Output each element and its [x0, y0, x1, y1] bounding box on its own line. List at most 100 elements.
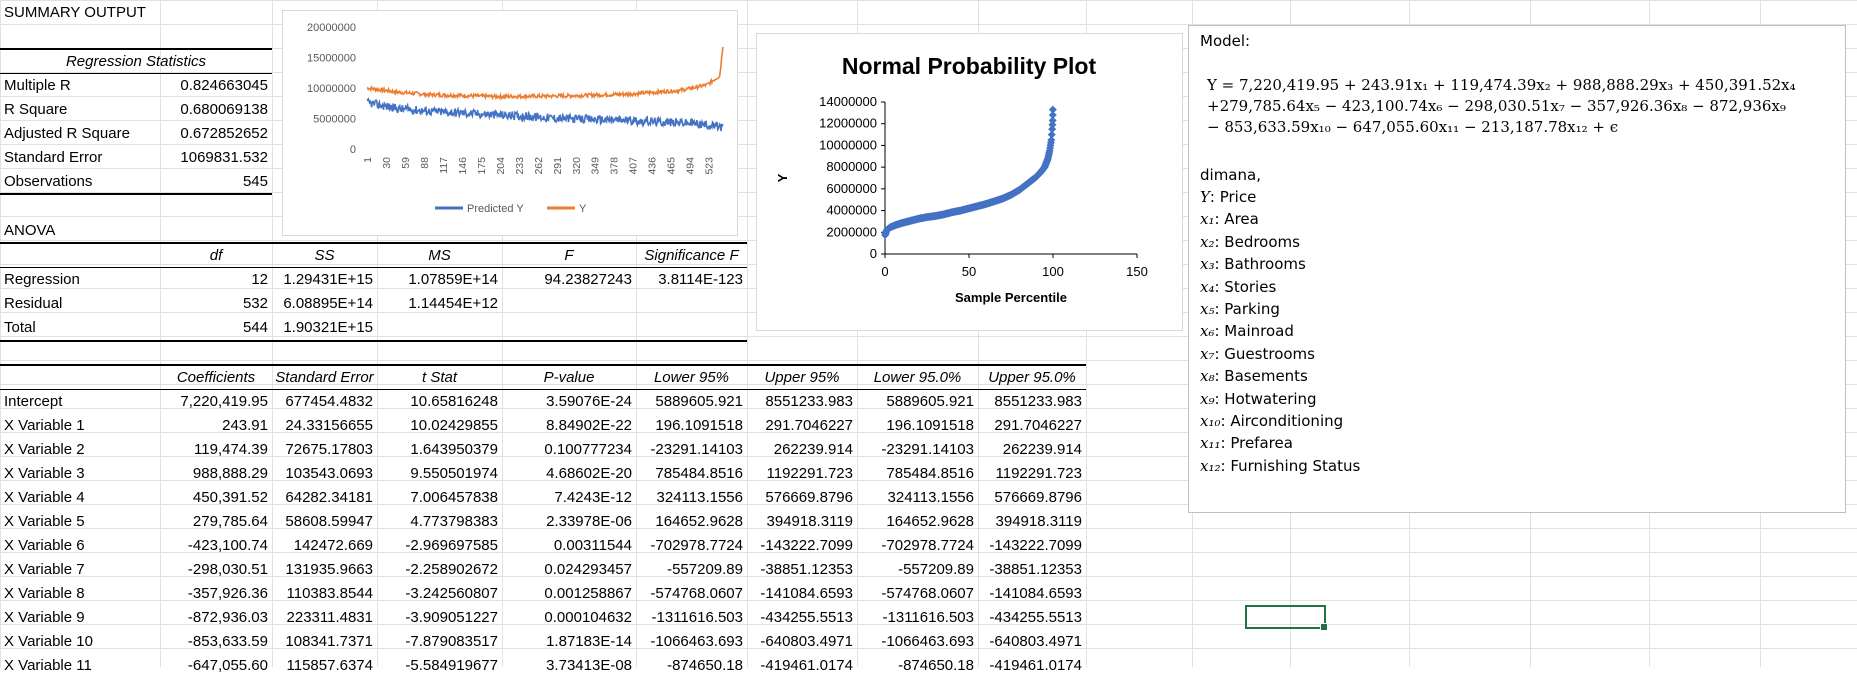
variable-definition: x₈: Basements: [1200, 367, 1308, 385]
coef-row-label: X Variable 10: [4, 633, 93, 650]
npp-y-tick-label: 14000000: [819, 94, 877, 109]
npp-data-point: [1048, 120, 1057, 129]
line-chart-x-tick-label: 407: [628, 157, 640, 175]
where-label: dimana,: [1200, 166, 1261, 184]
anova-cell: [502, 292, 632, 316]
variable-symbol: x₇: [1200, 344, 1215, 363]
coef-header-rule: [0, 389, 1086, 390]
selected-cell[interactable]: [1245, 605, 1328, 631]
coef-cell: 1192291.723: [995, 465, 1082, 482]
npp-x-tick-label: 150: [1126, 264, 1148, 279]
anova-cell: [377, 316, 498, 340]
coef-cell: -2.969697585: [405, 537, 498, 554]
line-chart-x-tick-label: 465: [666, 157, 678, 175]
coef-cell: -357,926.36: [187, 585, 268, 602]
variable-definition: x₂: Bedrooms: [1200, 233, 1300, 251]
coef-row-label: X Variable 1: [4, 417, 85, 434]
line-chart-x-tick-label: 494: [685, 157, 697, 175]
coef-cell: -141084.6593: [760, 585, 853, 602]
coef-cell: -574768.0607: [881, 585, 974, 602]
coef-row-label: X Variable 9: [4, 609, 85, 626]
coef-cell: 164652.9628: [886, 513, 974, 530]
predicted-y-series-line: [366, 97, 724, 132]
npp-y-tick-label: 6000000: [826, 181, 877, 196]
variable-description: : Area: [1214, 210, 1259, 229]
variable-description: : Furnishing Status: [1220, 456, 1361, 475]
anova-cell: 544: [242, 319, 268, 336]
npp-y-tick-label: 10000000: [819, 137, 877, 152]
coef-cell: -647,055.60: [187, 657, 268, 674]
model-label: Model:: [1200, 32, 1251, 50]
variable-description: : Bathrooms: [1214, 255, 1306, 274]
line-chart-x-tick-label: 1: [362, 157, 374, 163]
line-chart-x-tick-label: 262: [533, 157, 545, 175]
coef-cell: 1.643950379: [410, 441, 498, 458]
predicted-vs-actual-chart[interactable]: 20000000 15000000 10000000 5000000 0 1 30 59 88 1…: [282, 10, 738, 236]
coef-cell: 7,220,419.95: [180, 393, 268, 410]
coef-cell: -1066463.693: [650, 633, 743, 650]
npp-y-tick-label: 4000000: [826, 203, 877, 218]
npp-data-point: [1048, 105, 1057, 114]
coef-cell: -419461.0174: [989, 657, 1082, 674]
coef-column-header: Upper 95.0%: [988, 369, 1076, 386]
coef-cell: -419461.0174: [760, 657, 853, 674]
variable-definition: x₃: Bathrooms: [1200, 255, 1306, 273]
npp-x-tick-label: 100: [1042, 264, 1064, 279]
coef-cell: 576669.8796: [765, 489, 853, 506]
coef-cell: 9.550501974: [410, 465, 498, 482]
coef-cell: -434255.5513: [989, 609, 1082, 626]
variable-symbol: x₈: [1200, 367, 1215, 386]
variable-definition: x₆: Mainroad: [1200, 322, 1294, 340]
variable-description: : Hotwatering: [1214, 389, 1317, 408]
fill-handle[interactable]: [1320, 623, 1328, 631]
coef-cell: 131935.9663: [285, 561, 373, 578]
coef-cell: 196.1091518: [886, 417, 974, 434]
coef-cell: 10.02429855: [410, 417, 498, 434]
variable-definition: x₁₂: Furnishing Status: [1200, 457, 1360, 475]
coef-cell: 0.100777234: [544, 441, 632, 458]
coef-cell: 450,391.52: [192, 489, 268, 506]
y-series-line: [366, 46, 724, 101]
line-chart-x-tick-label: 378: [609, 157, 621, 175]
coef-cell: 10.65816248: [410, 393, 498, 410]
line-chart-y-tick-label: 20000000: [307, 22, 356, 34]
variable-definition: Y: Price: [1200, 188, 1256, 206]
coef-cell: -141084.6593: [989, 585, 1082, 602]
npp-x-axis-label: Sample Percentile: [955, 290, 1067, 305]
line-chart-x-tick-label: 204: [495, 157, 507, 175]
coef-cell: 2.33978E-06: [546, 513, 632, 530]
npp-x-tick-label: 50: [962, 264, 976, 279]
regstats-label: Multiple R: [4, 77, 71, 94]
variable-symbol: x₆: [1200, 322, 1215, 341]
coef-cell: 279,785.64: [192, 513, 268, 530]
anova-row-label: Total: [4, 319, 36, 336]
variable-symbol: x₄: [1200, 277, 1215, 296]
line-chart-y-tick-label: 0: [350, 144, 356, 156]
coef-cell: 103543.0693: [285, 465, 373, 482]
coef-top-rule: [0, 364, 1086, 366]
npp-y-tick-label: 8000000: [826, 159, 877, 174]
coef-cell: -557209.89: [898, 561, 974, 578]
coef-cell: 72675.17803: [285, 441, 373, 458]
coef-cell: 324113.1556: [656, 489, 743, 506]
coef-cell: -640803.4971: [989, 633, 1082, 650]
line-chart-x-tick-label: 117: [438, 157, 450, 174]
variable-symbol: x₁₁: [1200, 434, 1221, 453]
variable-symbol: x₉: [1200, 389, 1215, 408]
normal-probability-chart[interactable]: Normal Probability Plot 14000000 12000000 1…: [756, 33, 1183, 331]
line-chart-x-tick-label: 59: [400, 157, 412, 169]
model-textbox[interactable]: Model: Y = 7,220,419.95 + 243.91x₁ + 119…: [1188, 25, 1846, 513]
equation-line-3: − 853,633.59x₁₀ − 647,055.60x₁₁ − 213,18…: [1207, 118, 1619, 136]
coef-row-label: X Variable 4: [4, 489, 85, 506]
anova-cell: 532: [242, 295, 268, 312]
coef-column-header: Coefficients: [176, 369, 256, 386]
variable-definition: x₁: Area: [1200, 210, 1259, 228]
anova-column-header: SS: [314, 247, 335, 264]
npp-x-tick-label: 0: [881, 264, 888, 279]
coef-cell: 4.68602E-20: [546, 465, 632, 482]
variable-description: : Parking: [1214, 300, 1280, 318]
npp-data-point: [1048, 111, 1057, 120]
anova-cell: 1.90321E+15: [283, 319, 373, 336]
coef-cell: -423,100.74: [187, 537, 268, 554]
coef-cell: 1.87183E-14: [546, 633, 632, 650]
